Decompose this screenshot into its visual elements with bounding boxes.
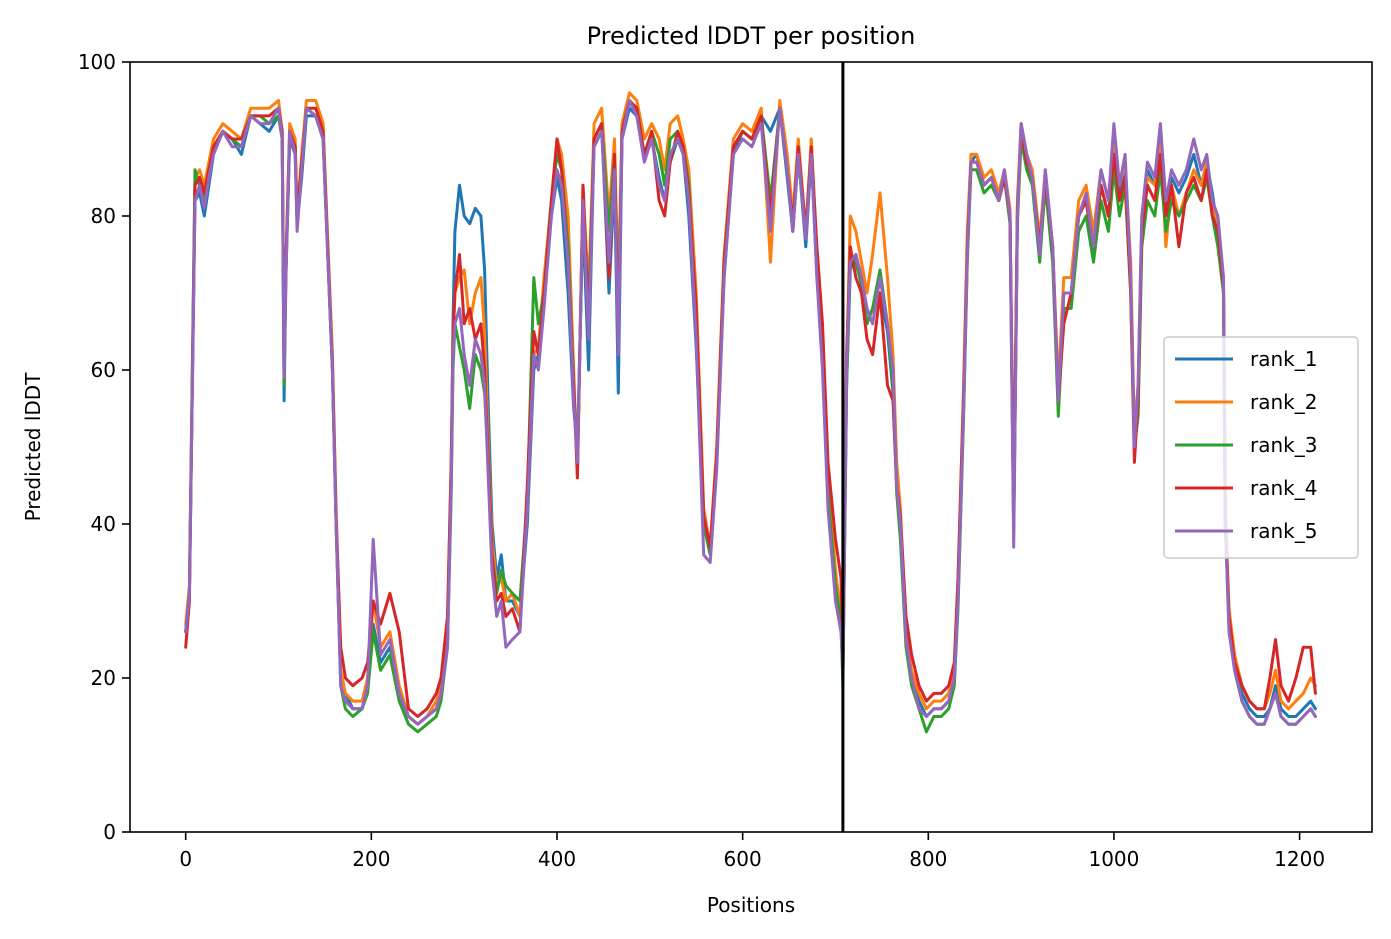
y-axis-label: Predicted lDDT (21, 372, 45, 522)
y-tick-label: 0 (103, 820, 116, 844)
legend-label-rank-3: rank_3 (1250, 433, 1317, 457)
chart-title: Predicted lDDT per position (587, 22, 916, 50)
x-tick-label: 1000 (1088, 847, 1139, 871)
y-tick-label: 80 (91, 204, 116, 228)
y-tick-label: 60 (91, 358, 116, 382)
plot-frame (129, 61, 1373, 833)
legend-box (1163, 336, 1359, 559)
legend: rank_1 rank_2 rank_3 rank_4 rank_5 (1163, 336, 1359, 559)
x-tick-label: 800 (909, 847, 947, 871)
legend-label-rank-2: rank_2 (1250, 390, 1317, 414)
x-axis-label: Positions (707, 893, 795, 917)
y-tick-label: 100 (78, 50, 116, 74)
x-tick-label: 400 (538, 847, 576, 871)
x-tick-label: 1200 (1274, 847, 1325, 871)
y-tick-label: 40 (91, 512, 116, 536)
legend-label-rank-4: rank_4 (1250, 476, 1317, 500)
legend-label-rank-1: rank_1 (1250, 347, 1317, 371)
x-tick-label: 600 (724, 847, 762, 871)
series-line-rank-5 (184, 99, 1317, 726)
x-tick-label: 0 (179, 847, 192, 871)
x-axis: 0 200 400 600 800 1000 1200 (179, 832, 1325, 871)
y-tick-label: 20 (91, 666, 116, 690)
legend-label-rank-5: rank_5 (1250, 519, 1317, 543)
x-tick-label: 200 (352, 847, 390, 871)
y-axis: 0 20 40 60 80 100 (78, 50, 130, 844)
series-layer (184, 91, 1317, 734)
